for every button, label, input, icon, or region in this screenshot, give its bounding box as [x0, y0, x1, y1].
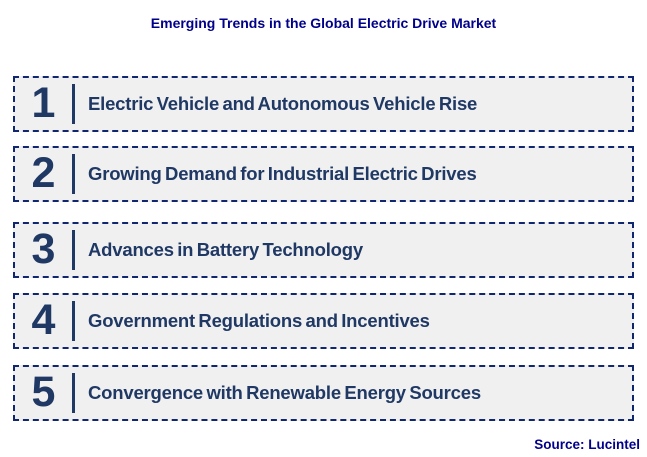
divider-bar	[72, 84, 75, 124]
trend-item-1: 1 Electric Vehicle and Autonomous Vehicl…	[13, 76, 634, 132]
trend-item-5: 5 Convergence with Renewable Energy Sour…	[13, 365, 634, 421]
divider-bar	[72, 301, 75, 341]
trend-number: 3	[31, 224, 56, 273]
trend-number: 5	[31, 367, 56, 416]
divider-bar	[72, 373, 75, 413]
trend-label: Convergence with Renewable Energy Source…	[88, 382, 481, 403]
trend-label: Growing Demand for Industrial Electric D…	[88, 163, 477, 184]
trend-item-2: 2 Growing Demand for Industrial Electric…	[13, 146, 634, 202]
trend-item-3: 3 Advances in Battery Technology	[13, 222, 634, 278]
trend-number: 2	[31, 148, 56, 197]
trend-label: Electric Vehicle and Autonomous Vehicle …	[88, 93, 478, 114]
trend-label: Government Regulations and Incentives	[88, 310, 430, 331]
trend-number: 1	[31, 78, 56, 127]
divider-bar	[72, 230, 75, 270]
trend-number: 4	[31, 295, 56, 344]
trend-label: Advances in Battery Technology	[88, 239, 363, 260]
source-attribution: Source: Lucintel	[534, 437, 640, 452]
divider-bar	[72, 154, 75, 194]
page-title: Emerging Trends in the Global Electric D…	[150, 15, 497, 31]
trend-item-4: 4 Government Regulations and Incentives	[13, 293, 634, 349]
